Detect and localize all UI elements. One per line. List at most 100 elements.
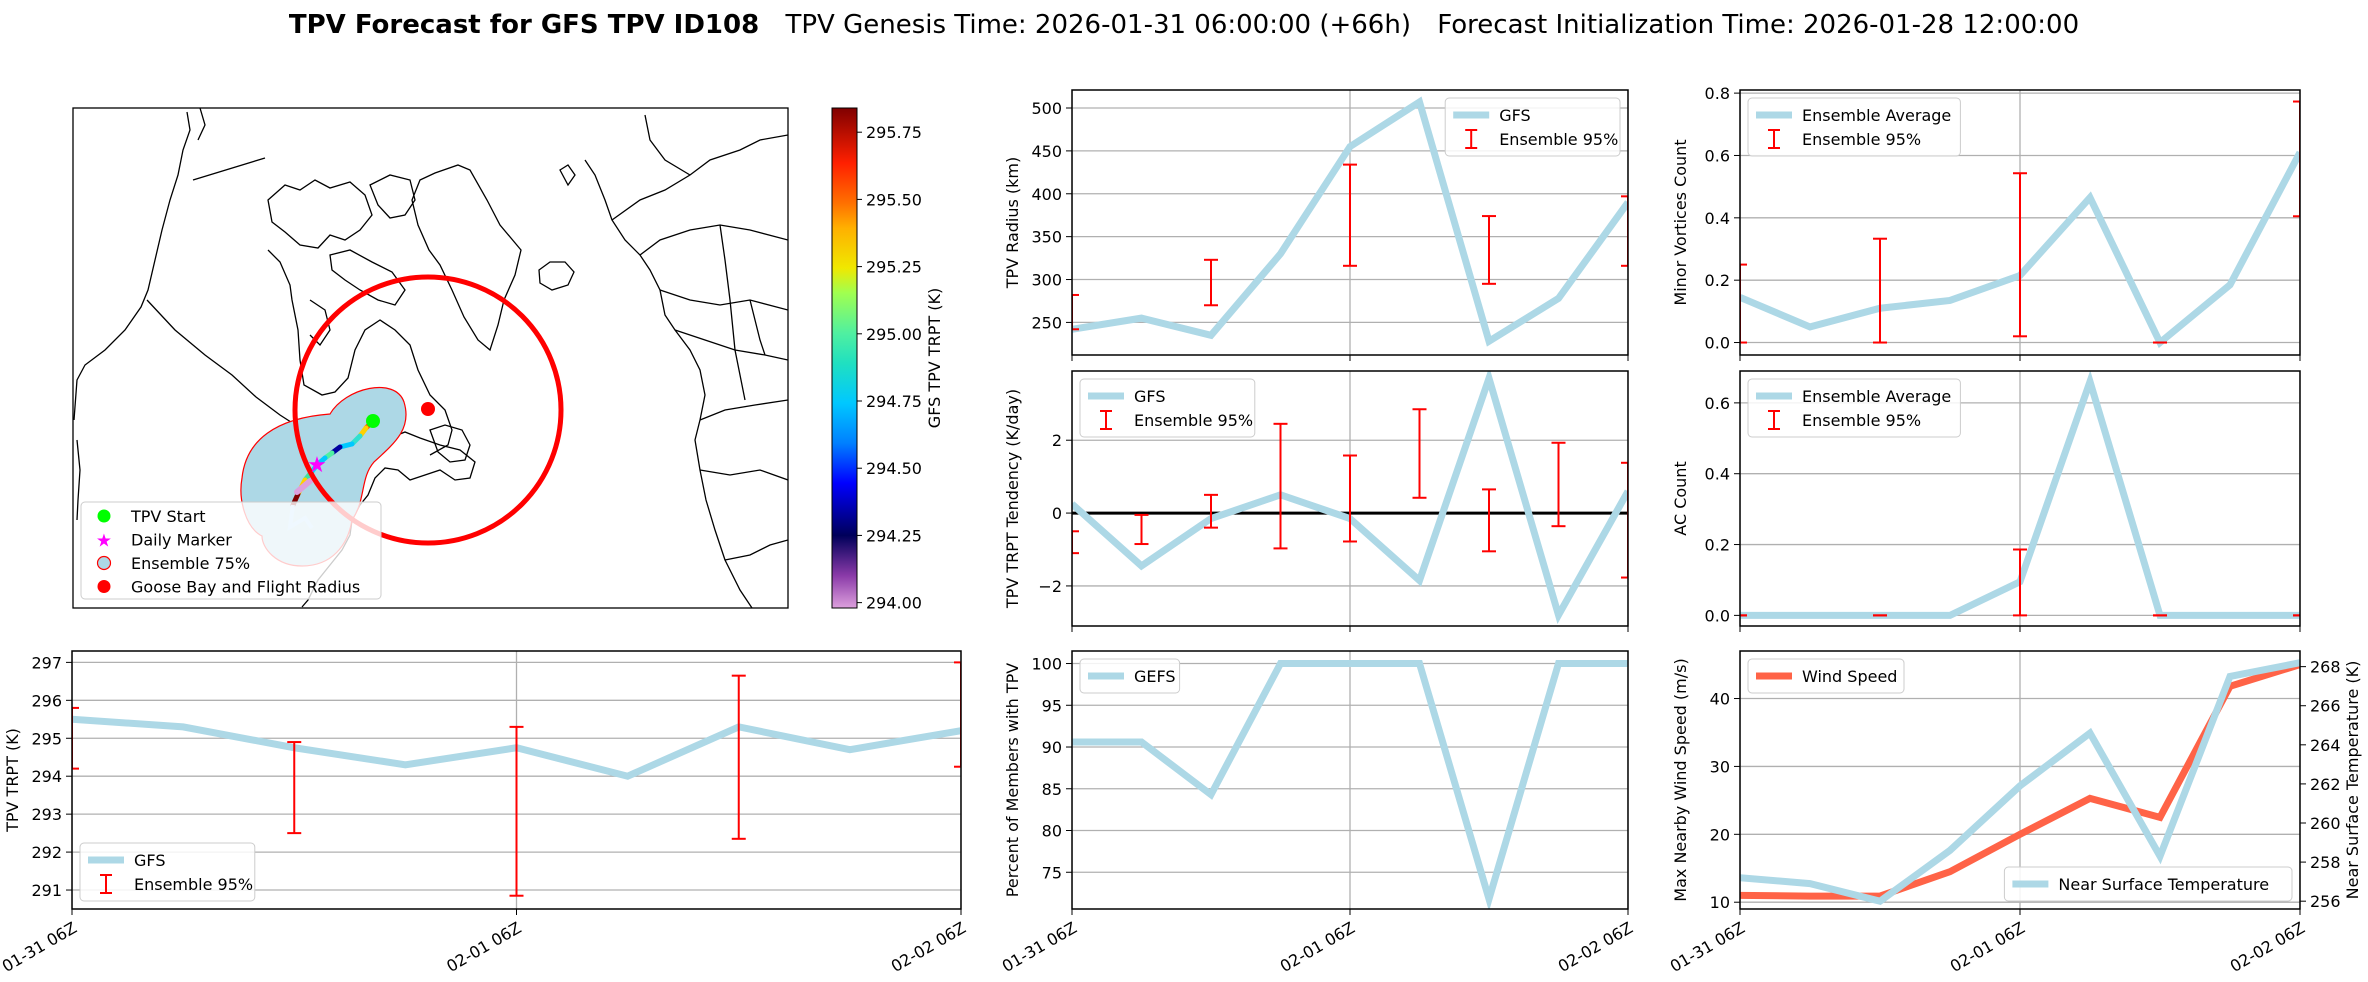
coastline-segment	[719, 224, 746, 401]
y-tick-label: 294	[31, 767, 62, 786]
y-tick-label: 450	[1031, 142, 1062, 161]
colorbar-tick-label: 295.25	[866, 258, 922, 277]
y-tick-label: 295	[31, 729, 62, 748]
y-tick-label: 0.0	[1705, 334, 1730, 353]
coastline-segment	[429, 424, 471, 463]
title-genesis: TPV Genesis Time: 2026-01-31 06:00:00 (+…	[784, 10, 1411, 40]
plot-area	[1072, 371, 1628, 625]
errorbar	[1204, 493, 1218, 529]
y-tick-label: 30	[1710, 757, 1730, 776]
legend-label: Ensemble Average	[1802, 387, 1951, 406]
chart-wind-temp: 10 20 30 40 01-31 06Z 02-01 06Z 02-02 06Z Max N…	[1667, 650, 2362, 976]
track-map: ★ TPV Start ★ Daily Marker Ensemble 75% Goos…	[72, 107, 944, 613]
chart-legend: GFS Ensemble 95%	[1079, 378, 1256, 438]
map-frame	[72, 107, 789, 609]
colorbar-tick-label: 294.25	[866, 526, 922, 545]
colorbar-tick-label: 294.50	[866, 459, 922, 478]
map-legend-item: ★ Daily Marker	[96, 531, 232, 552]
y-tick-label: 40	[1710, 690, 1730, 709]
legend-label: Ensemble 95%	[1499, 130, 1618, 149]
x-tick-label: 02-01 06Z	[1947, 918, 2028, 976]
chart-legend: GFS Ensemble 95%	[1444, 97, 1621, 157]
legend-box	[1079, 658, 1181, 694]
y-tick-label: 75	[1042, 863, 1062, 882]
errorbar	[1873, 237, 1887, 344]
errorbar	[72, 706, 79, 770]
errorbar	[509, 725, 524, 897]
legend-label: Ensemble 95%	[1802, 130, 1921, 149]
series-line-gfs	[1072, 96, 1628, 347]
x-tick-label: 01-31 06Z	[999, 918, 1080, 976]
coastline-segment	[369, 174, 416, 219]
legend-box	[1747, 97, 1961, 157]
grid	[1740, 651, 2300, 909]
chart-trpt-tendency: −2 0 2 TPV TRPT Tendency (K/day) GFS Ensemble…	[1003, 370, 1629, 632]
flight-radius-circle	[292, 274, 564, 546]
y2-tick-label: 262	[2310, 775, 2341, 794]
coastline-segment	[267, 249, 453, 456]
chart-radius: 250 300 350 400 450 500 TPV Radius (km) GFS Ense…	[1003, 89, 1629, 361]
errorbar	[287, 741, 302, 835]
plot-area	[1740, 659, 2300, 905]
map-legend-item: Ensemble 75%	[96, 554, 250, 573]
map-legend: TPV Start ★ Daily Marker Ensemble 75% Goose …	[80, 501, 382, 600]
figure-title: TPV Forecast for GFS TPV ID108 TPV Genes…	[289, 10, 2079, 40]
y2-tick-label: 264	[2310, 736, 2341, 755]
goose-bay-marker	[421, 402, 435, 416]
y-tick-label: 0.2	[1705, 536, 1730, 555]
errorbar	[731, 674, 746, 840]
y-tick-label: 20	[1710, 825, 1730, 844]
map-legend-item: Goose Bay and Flight Radius	[97, 578, 360, 597]
map-legend-box	[80, 501, 382, 600]
y-tick-label: 400	[1031, 185, 1062, 204]
errorbar	[1482, 215, 1496, 285]
y-tick-label: 100	[1031, 655, 1062, 674]
coastline-segment	[267, 179, 373, 249]
legend-label: GEFS	[1134, 667, 1176, 686]
y-tick-label: 350	[1031, 228, 1062, 247]
map-legend-label: Goose Bay and Flight Radius	[131, 578, 360, 597]
legend-label: Wind Speed	[1802, 667, 1897, 686]
series-line-near-surface-temperature	[1740, 659, 2300, 905]
colorbar-label: GFS TPV TRPT (K)	[925, 288, 944, 428]
errorbar	[1072, 293, 1079, 331]
errorbar	[2013, 172, 2027, 338]
coastline-segment	[192, 157, 266, 181]
colorbar-tick-label: 295.75	[866, 123, 922, 142]
star-icon: ★	[96, 531, 112, 552]
y-tick-label: 2	[1052, 431, 1062, 450]
y2-tick-label: 256	[2310, 892, 2341, 911]
y-tick-label: 293	[31, 805, 62, 824]
coastline-segment	[411, 164, 522, 352]
errorbar	[1072, 530, 1079, 555]
errorbar	[1551, 441, 1566, 528]
errorbar	[954, 661, 961, 768]
legend-label: GFS	[1134, 387, 1165, 406]
coastline-segment	[146, 299, 309, 434]
series-line-gefs	[1072, 660, 1628, 909]
daily-marker-star: ★	[307, 453, 327, 478]
y-tick-label: 500	[1031, 99, 1062, 118]
legend-box	[1747, 378, 1961, 438]
map-legend-label: Daily Marker	[131, 531, 232, 550]
y-tick-label: 0.4	[1705, 209, 1730, 228]
y-tick-label: 0.8	[1705, 84, 1730, 103]
chart-legend: Near Surface Temperature	[2003, 866, 2293, 902]
y-tick-label: 80	[1042, 822, 1062, 841]
y-axis-label: Max Nearby Wind Speed (m/s)	[1671, 658, 1690, 901]
y-tick-label: 0.6	[1705, 146, 1730, 165]
y-tick-label: 85	[1042, 780, 1062, 799]
colorbar-gradient	[831, 107, 858, 609]
y-tick-label: 292	[31, 843, 62, 862]
circle-icon	[97, 580, 111, 593]
y-tick-label: −2	[1038, 577, 1062, 596]
coastline-segment	[584, 159, 753, 608]
plot-area	[1072, 96, 1628, 347]
colorbar: GFS TPV TRPT (K) 294.00 294.25 294.50 294.7…	[831, 107, 944, 613]
coastline-segment	[724, 539, 788, 561]
chart-legend: Wind Speed	[1747, 658, 1905, 694]
x-tick-label: 02-02 06Z	[888, 918, 969, 976]
legend-label: Near Surface Temperature	[2058, 875, 2269, 894]
